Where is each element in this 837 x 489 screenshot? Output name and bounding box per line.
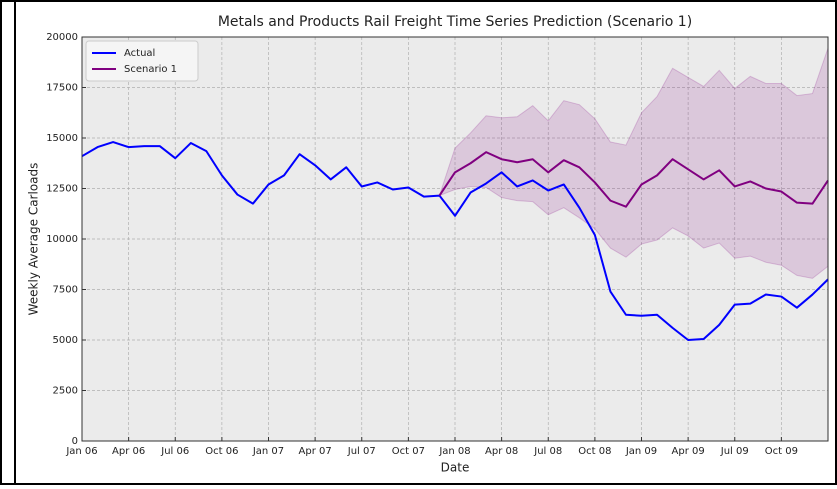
y-tick-label: 0 bbox=[72, 436, 78, 447]
x-tick-label: Jul 09 bbox=[720, 446, 749, 457]
x-tick-label: Jul 08 bbox=[533, 446, 562, 457]
x-tick-label: Jan 09 bbox=[625, 446, 657, 457]
y-tick-label: 5000 bbox=[53, 335, 78, 346]
y-tick-label: 12500 bbox=[46, 184, 78, 195]
x-tick-label: Oct 07 bbox=[392, 446, 425, 457]
y-tick-label: 2500 bbox=[53, 386, 78, 397]
x-tick-label: Jul 06 bbox=[160, 446, 189, 457]
data-line bbox=[81, 141, 829, 341]
y-tick-label: 15000 bbox=[46, 133, 78, 144]
x-tick-label: Oct 09 bbox=[765, 446, 798, 457]
x-tick-label: Oct 06 bbox=[205, 446, 238, 457]
plot-border bbox=[81, 36, 829, 442]
legend-label: Actual bbox=[124, 48, 155, 59]
x-tick-label: Apr 08 bbox=[485, 446, 518, 457]
y-tick-label: 7500 bbox=[53, 285, 78, 296]
x-tick-label: Apr 06 bbox=[112, 446, 145, 457]
x-tick-label: Jan 08 bbox=[438, 446, 470, 457]
y-tick-label: 20000 bbox=[46, 32, 78, 43]
x-tick-label: Apr 09 bbox=[672, 446, 705, 457]
legend-box bbox=[85, 40, 199, 82]
legend-label: Scenario 1 bbox=[124, 64, 177, 75]
y-tick-label: 17500 bbox=[46, 83, 78, 94]
y-tick-label: 10000 bbox=[46, 234, 78, 245]
chart-title: Metals and Products Rail Freight Time Se… bbox=[218, 14, 692, 30]
y-axis-label: Weekly Average Carloads bbox=[27, 163, 41, 316]
x-tick-label: Apr 07 bbox=[299, 446, 332, 457]
data-line bbox=[438, 151, 829, 208]
x-tick-label: Jul 07 bbox=[347, 446, 376, 457]
x-axis-label: Date bbox=[441, 461, 470, 475]
x-tick-label: Oct 08 bbox=[578, 446, 611, 457]
x-tick-label: Jan 06 bbox=[65, 446, 97, 457]
legend: Actual Scenario 1 bbox=[85, 40, 199, 82]
x-tick-label: Jan 07 bbox=[252, 446, 284, 457]
